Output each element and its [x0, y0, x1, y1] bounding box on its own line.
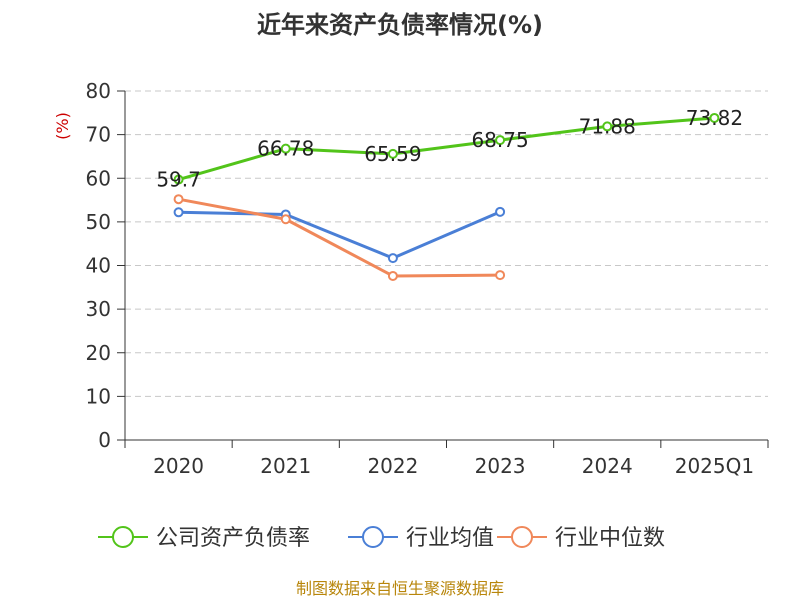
- series-point-1: [387, 253, 398, 264]
- series-layer: [173, 112, 720, 281]
- y-tick-label: 30: [86, 297, 111, 321]
- y-tick-label: 50: [86, 210, 111, 234]
- source-note: 制图数据来自恒生聚源数据库: [296, 579, 504, 598]
- data-label: 65.59: [364, 142, 421, 166]
- y-tick-label: 10: [86, 384, 111, 408]
- legend: 公司资产负债率 行业均值 行业中位数: [98, 526, 665, 551]
- series-point-2: [495, 270, 506, 281]
- x-tick-label: 2020: [153, 454, 204, 478]
- series-point-1: [173, 207, 184, 218]
- series-point-0: [173, 174, 184, 185]
- series-point-2: [387, 270, 398, 281]
- y-tick-label: 60: [86, 166, 111, 190]
- x-tick-label: 2025Q1: [675, 454, 754, 478]
- y-tick-label: 80: [86, 79, 111, 103]
- legend-swatch-marker: [112, 526, 134, 548]
- axes: 0 10 20 30 40 50 60 70 80 2020 2021 2022 2023 2024 202…: [86, 79, 769, 478]
- data-label: 59.7: [156, 168, 201, 192]
- x-tick-label: 2021: [260, 454, 311, 478]
- y-tick-label: 70: [86, 123, 111, 147]
- x-tick-label: 2022: [367, 454, 418, 478]
- series-point-0: [495, 135, 506, 146]
- series-point-0: [602, 121, 613, 132]
- x-tick-label: 2023: [475, 454, 526, 478]
- series-point-0: [387, 148, 398, 159]
- y-axis-label: (%): [53, 112, 72, 140]
- series-line-0: [177, 116, 716, 182]
- x-tick-label: 2024: [582, 454, 633, 478]
- series-point-0: [280, 143, 291, 154]
- series-point-2: [173, 194, 184, 205]
- data-label: 68.75: [471, 128, 528, 152]
- data-label: 66.78: [257, 137, 314, 161]
- legend-swatch-marker: [362, 526, 384, 548]
- data-labels: 59.7 66.78 65.59 68.75 71.88 73.82: [156, 106, 743, 192]
- series-line-1: [177, 210, 502, 260]
- legend-swatch-marker: [511, 526, 533, 548]
- y-tick-label: 0: [98, 428, 111, 452]
- legend-label: 公司资产负债率: [156, 526, 310, 551]
- y-tick-label: 20: [86, 341, 111, 365]
- series-line-2: [177, 197, 502, 278]
- series-point-2: [280, 214, 291, 225]
- gridlines: [125, 90, 768, 397]
- series-point-1: [495, 206, 506, 217]
- data-label: 71.88: [579, 114, 636, 138]
- legend-label: 行业均值: [406, 526, 494, 551]
- series-point-0: [709, 112, 720, 123]
- y-tick-label: 40: [86, 254, 111, 278]
- chart-title: 近年来资产负债率情况(%): [257, 11, 543, 39]
- data-label: 73.82: [686, 106, 743, 130]
- legend-label: 行业中位数: [555, 526, 665, 551]
